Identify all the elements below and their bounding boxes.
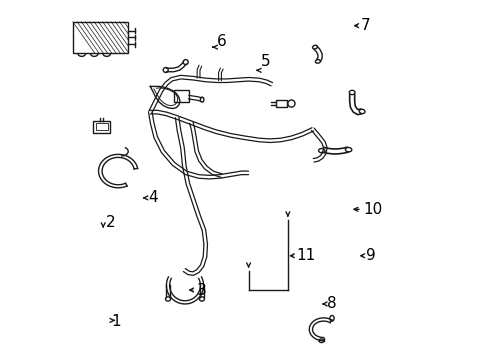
Text: 1: 1 <box>111 314 121 329</box>
Bar <box>96 123 108 130</box>
Text: 3: 3 <box>197 283 206 298</box>
Text: 7: 7 <box>361 18 371 33</box>
Bar <box>73 22 128 53</box>
Text: 6: 6 <box>217 34 226 49</box>
Text: 4: 4 <box>148 190 158 204</box>
Text: 9: 9 <box>367 248 376 262</box>
Text: 10: 10 <box>363 202 382 217</box>
Text: 2: 2 <box>106 215 115 230</box>
Bar <box>173 90 189 102</box>
Text: 8: 8 <box>327 296 337 311</box>
Bar <box>276 100 287 107</box>
Text: 11: 11 <box>297 248 316 262</box>
Text: 5: 5 <box>261 54 270 69</box>
Bar <box>93 121 110 133</box>
